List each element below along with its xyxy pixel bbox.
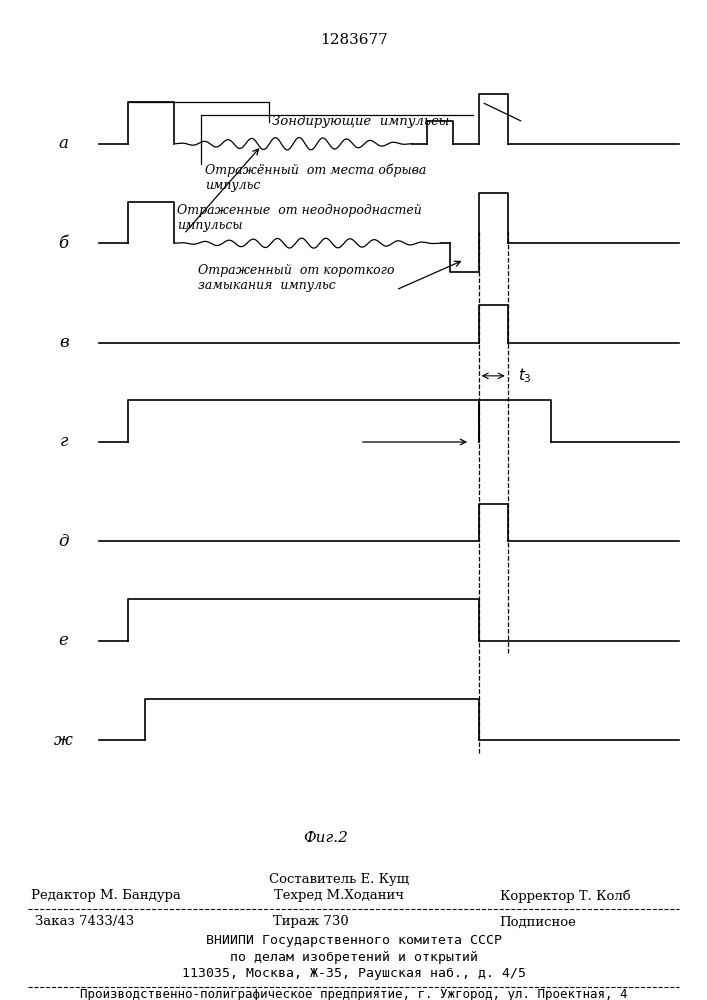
Text: $t_3$: $t_3$ <box>518 367 532 385</box>
Text: Составитель Е. Кущ: Составитель Е. Кущ <box>269 873 409 886</box>
Text: 1283677: 1283677 <box>320 33 387 47</box>
Text: Подписное: Подписное <box>499 916 575 928</box>
Text: Отраженные  от неоднороднастей
импульсы: Отраженные от неоднороднастей импульсы <box>177 204 421 232</box>
Text: Отраженный  от короткого
замыкания  импульс: Отраженный от короткого замыкания импуль… <box>198 264 395 292</box>
Text: Производственно-полиграфическое предприятие, г. Ужгород, ул. Проектная, 4: Производственно-полиграфическое предприя… <box>80 988 627 1000</box>
Text: в: в <box>59 334 69 351</box>
Text: а: а <box>59 135 69 152</box>
Text: е: е <box>59 632 69 649</box>
Text: по делам изобретений и открытий: по делам изобретений и открытий <box>230 951 477 964</box>
Text: д: д <box>59 533 69 550</box>
Text: Тираж 730: Тираж 730 <box>273 916 349 928</box>
Text: ж: ж <box>54 732 73 749</box>
Text: Заказ 7433/43: Заказ 7433/43 <box>35 916 134 928</box>
Text: Отражённый  от места обрыва
импульс: Отражённый от места обрыва импульс <box>205 164 426 192</box>
Text: Редактор М. Бандура: Редактор М. Бандура <box>31 890 181 902</box>
Text: Техред М.Ходанич: Техред М.Ходанич <box>274 890 404 902</box>
Text: ВНИИПИ Государственного комитета СССР: ВНИИПИ Государственного комитета СССР <box>206 934 501 947</box>
Text: Корректор Т. Колб: Корректор Т. Колб <box>501 889 631 903</box>
Text: Зондирующие  импульсы: Зондирующие импульсы <box>272 115 450 128</box>
Text: б: б <box>59 235 69 252</box>
Text: 113035, Москва, Ж-35, Раушская наб., д. 4/5: 113035, Москва, Ж-35, Раушская наб., д. … <box>182 968 525 980</box>
Text: Фиг.2: Фиг.2 <box>303 831 348 845</box>
Text: г: г <box>59 434 68 450</box>
